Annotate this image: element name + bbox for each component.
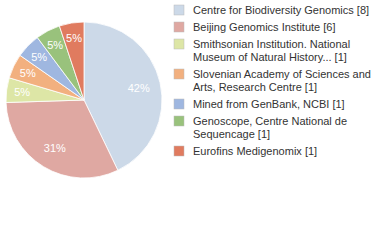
legend-line: Centre for Biodiversity Genomics [8] [193, 4, 369, 16]
data-label: 5% [20, 67, 36, 79]
data-label: 5% [31, 51, 47, 63]
data-labels: 42%31%5%5%5%5%5% [14, 32, 150, 154]
legend-line: Slovenian Academy of Sciences and [193, 68, 371, 80]
legend-swatch [174, 5, 184, 15]
data-label: 5% [66, 32, 82, 44]
legend-swatch [174, 146, 184, 156]
legend-swatch [174, 69, 184, 79]
pie [6, 22, 162, 178]
legend-label: Smithsonian Institution. NationalMuseum … [193, 38, 350, 63]
data-label: 5% [14, 86, 30, 98]
legend-label: Eurofins Medigenomix [1] [193, 145, 317, 157]
legend-label: Slovenian Academy of Sciences andArts, R… [193, 68, 371, 93]
legend-label: Beijing Genomics Institute [6] [193, 21, 335, 33]
chart: 42%31%5%5%5%5%5%Centre for Biodiversity … [0, 0, 380, 240]
legend-line: Arts, Research Centre [1] [193, 81, 317, 93]
data-label: 42% [128, 82, 150, 94]
data-label: 5% [47, 39, 63, 51]
legend-label: Mined from GenBank, NCBI [1] [193, 98, 345, 110]
legend-line: Smithsonian Institution. National [193, 38, 350, 50]
legend-swatch [174, 22, 184, 32]
legend-swatch [174, 39, 184, 49]
data-label: 31% [44, 142, 66, 154]
legend-line: Eurofins Medigenomix [1] [193, 145, 317, 157]
legend-label: Centre for Biodiversity Genomics [8] [193, 4, 369, 16]
legend-swatch [174, 116, 184, 126]
legend-line: Museum of Natural History... [1] [193, 51, 347, 63]
legend-line: Beijing Genomics Institute [6] [193, 21, 335, 33]
legend-label: Genoscope, Centre National deSequencage … [193, 115, 347, 140]
legend: Centre for Biodiversity Genomics [8] Beij… [174, 4, 371, 157]
pie-slice [6, 100, 118, 178]
legend-line: Mined from GenBank, NCBI [1] [193, 98, 345, 110]
pie-slice [59, 22, 84, 100]
legend-swatch [174, 99, 184, 109]
legend-line: Genoscope, Centre National de [193, 115, 347, 127]
legend-line: Sequencage [1] [193, 128, 270, 140]
